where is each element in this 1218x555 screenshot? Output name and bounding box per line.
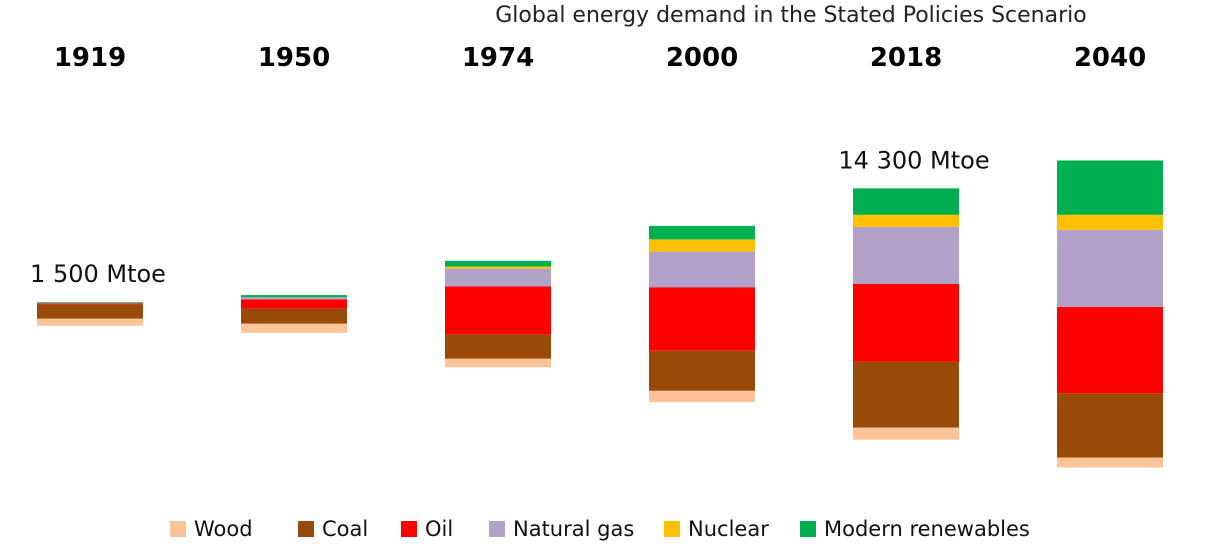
legend-label-wood: Wood xyxy=(194,517,253,541)
bar-stack-2000 xyxy=(649,225,755,403)
bar-stack-2040 xyxy=(1057,160,1163,468)
bar-segment-oil-2018 xyxy=(853,284,959,362)
bar-segment-coal-1950 xyxy=(241,308,347,324)
bar-segment-nuclear-2018 xyxy=(853,214,959,227)
bar-segment-wood-1919 xyxy=(37,318,143,326)
bar-segment-modern-renewables-1950 xyxy=(241,295,347,298)
legend-label-modern-renewables: Modern renewables xyxy=(824,517,1030,541)
bar-segment-wood-1974 xyxy=(445,358,551,368)
bar-stack-1974 xyxy=(445,260,551,368)
legend-label-coal: Coal xyxy=(322,517,368,541)
legend-swatch-natural-gas xyxy=(489,521,505,537)
bar-segment-oil-1950 xyxy=(241,299,347,309)
legend-label-nuclear: Nuclear xyxy=(688,517,769,541)
bar-stack-2018 xyxy=(853,188,959,440)
legend-label-oil: Oil xyxy=(425,517,453,541)
annotation-1919: 1 500 Mtoe xyxy=(30,260,166,288)
year-label-1974: 1974 xyxy=(462,43,534,73)
year-label-1919: 1919 xyxy=(54,43,126,73)
bar-segment-natural-gas-1950 xyxy=(241,297,347,300)
legend-item-coal: Coal xyxy=(298,517,368,541)
bar-segment-coal-2018 xyxy=(853,361,959,428)
year-labels: 1919 1950 1974 2000 2018 2040 xyxy=(54,43,1146,73)
legend-swatch-oil xyxy=(401,521,417,537)
bar-segment-oil-1919 xyxy=(37,303,143,305)
bar-segment-modern-renewables-1919 xyxy=(37,302,143,303)
bar-segment-oil-2040 xyxy=(1057,306,1163,394)
bar-groups xyxy=(37,160,1163,468)
bar-segment-oil-1974 xyxy=(445,286,551,335)
bar-segment-natural-gas-2018 xyxy=(853,226,959,285)
bar-segment-modern-renewables-2000 xyxy=(649,225,755,240)
bar-stack-1919 xyxy=(37,302,143,326)
bar-segment-wood-2018 xyxy=(853,427,959,440)
legend-item-natural-gas: Natural gas xyxy=(489,517,634,541)
bar-segment-coal-2040 xyxy=(1057,393,1163,458)
bar-segment-coal-2000 xyxy=(649,350,755,391)
chart-title: Global energy demand in the Stated Polic… xyxy=(495,3,1086,28)
year-label-2040: 2040 xyxy=(1074,43,1146,73)
bar-segment-coal-1974 xyxy=(445,334,551,359)
legend-item-nuclear: Nuclear xyxy=(664,517,769,541)
bar-segment-nuclear-2040 xyxy=(1057,214,1163,230)
annotations: 1 500 Mtoe 14 300 Mtoe xyxy=(30,146,990,288)
bar-segment-modern-renewables-2018 xyxy=(853,188,959,215)
bar-segment-wood-2000 xyxy=(649,390,755,403)
bar-segment-coal-1919 xyxy=(37,304,143,319)
annotation-2018: 14 300 Mtoe xyxy=(838,146,989,174)
legend-swatch-nuclear xyxy=(664,521,680,537)
legend-swatch-wood xyxy=(170,521,186,537)
bar-segment-natural-gas-1974 xyxy=(445,268,551,287)
bar-segment-natural-gas-2040 xyxy=(1057,229,1163,307)
bar-stack-1950 xyxy=(241,295,347,333)
legend-swatch-coal xyxy=(298,521,314,537)
bar-segment-wood-2040 xyxy=(1057,457,1163,468)
legend-item-modern-renewables: Modern renewables xyxy=(800,517,1030,541)
legend-item-oil: Oil xyxy=(401,517,453,541)
bar-segment-nuclear-2000 xyxy=(649,239,755,252)
bar-segment-modern-renewables-1974 xyxy=(445,260,551,267)
year-label-2000: 2000 xyxy=(666,43,738,73)
bar-segment-nuclear-1974 xyxy=(445,266,551,269)
legend-label-natural-gas: Natural gas xyxy=(513,517,634,541)
bar-segment-oil-2000 xyxy=(649,287,755,351)
legend-swatch-modern-renewables xyxy=(800,521,816,537)
legend-item-wood: Wood xyxy=(170,517,253,541)
bar-segment-wood-1950 xyxy=(241,323,347,333)
bar-segment-natural-gas-2000 xyxy=(649,251,755,288)
bar-segment-modern-renewables-2040 xyxy=(1057,160,1163,215)
year-label-2018: 2018 xyxy=(870,43,942,73)
year-label-1950: 1950 xyxy=(258,43,330,73)
legend: Wood Coal Oil Natural gas Nuclear Modern rene… xyxy=(170,517,1030,541)
